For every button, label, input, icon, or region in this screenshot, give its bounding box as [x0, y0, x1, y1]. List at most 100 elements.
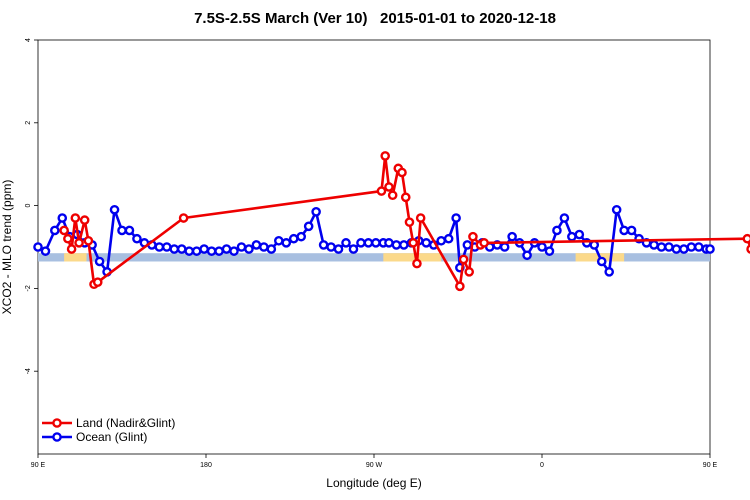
x-tick-label: 90 E	[703, 462, 718, 469]
ocean-data-point	[604, 267, 615, 277]
land-data-point	[742, 233, 750, 244]
ocean-data-point	[191, 246, 202, 256]
ocean-data-point	[611, 204, 622, 215]
ocean-data-point	[421, 238, 432, 248]
ocean-data-point	[33, 242, 43, 252]
ocean-data-point	[596, 256, 607, 267]
ocean-data-point	[296, 231, 307, 242]
ocean-data-point	[391, 240, 402, 250]
y-tick-label: 2	[25, 121, 32, 125]
ocean-data-point	[266, 244, 277, 254]
land-data-point	[479, 238, 489, 248]
series-layer	[33, 151, 750, 292]
ocean-data-point	[288, 233, 299, 244]
ocean-data-point	[664, 242, 674, 252]
ocean-data-point	[348, 244, 359, 254]
chart-title: 7.5S-2.5S March (Ver 10) 2015-01-01 to 2…	[194, 10, 556, 27]
ocean-data-point	[507, 231, 517, 242]
land-data-point	[387, 190, 398, 201]
ocean-data-point	[462, 240, 473, 250]
y-tick-label: 4	[25, 38, 32, 42]
x-axis-label: Longitude (deg E)	[326, 476, 421, 490]
land-data-point	[74, 238, 84, 248]
ocean-data-point	[451, 213, 461, 223]
land-data-point	[415, 213, 426, 223]
land-data-point	[63, 233, 73, 244]
ocean-data-point	[574, 229, 585, 240]
ocean-data-point	[199, 244, 209, 254]
ocean-data-point	[537, 242, 547, 252]
ocean-data-point	[656, 242, 667, 252]
ocean-data-point	[229, 246, 239, 256]
legend-land-label: Land (Nadir&Glint)	[76, 416, 175, 430]
ocean-data-point	[333, 244, 344, 254]
ocean-data-point	[184, 246, 194, 256]
ocean-data-point	[567, 231, 577, 242]
y-tick-label: -2	[25, 285, 32, 291]
ocean-data-point	[686, 242, 697, 252]
ocean-data-point	[363, 238, 374, 248]
ocean-data-point	[679, 244, 689, 254]
ocean-data-point	[384, 238, 394, 248]
ocean-data-point	[626, 225, 637, 236]
land-data-point	[464, 267, 475, 277]
land-data-point	[458, 254, 469, 265]
ocean-data-point	[311, 207, 321, 217]
land-data-point	[397, 167, 407, 178]
ocean-data-point	[161, 242, 172, 252]
land-data-point	[468, 231, 478, 242]
ocean-data-point	[40, 246, 51, 256]
ocean-data-point	[214, 246, 224, 256]
y-tick-label: -4	[25, 368, 32, 374]
ocean-data-point	[443, 233, 454, 244]
ocean-data-point	[552, 225, 562, 236]
y-tick-label: 0	[25, 204, 32, 208]
ocean-data-point	[356, 238, 366, 248]
y-axis-label: XCO2 - MLO trend (ppm)	[0, 180, 14, 315]
ocean-data-point	[251, 240, 262, 250]
land-data-point	[400, 192, 411, 203]
ocean-data-point	[371, 238, 381, 248]
ocean-data-point	[522, 250, 532, 261]
ocean-data-point	[132, 233, 142, 244]
ocean-data-point	[169, 244, 180, 254]
land-data-point	[380, 151, 391, 161]
ocean-data-point	[671, 244, 682, 254]
ocean-data-point	[117, 225, 127, 236]
ocean-data-point	[694, 242, 704, 252]
ocean-data-point	[154, 242, 165, 252]
land-data-point	[404, 217, 415, 227]
ocean-data-point	[94, 256, 105, 267]
ocean-data-point	[499, 242, 510, 252]
ocean-data-point	[281, 238, 292, 248]
land-band-segment	[64, 253, 87, 262]
legend: Land (Nadir&Glint)Ocean (Glint)	[42, 416, 175, 444]
ocean-data-point	[57, 213, 68, 223]
ocean-data-point	[705, 244, 715, 254]
ocean-data-point	[619, 225, 629, 236]
ocean-data-point	[326, 242, 336, 252]
ocean-data-point	[559, 213, 570, 223]
x-tick-label: 90 E	[31, 462, 46, 469]
ocean-data-point	[206, 246, 217, 256]
land-band-segment	[383, 253, 442, 262]
ocean-data-point	[399, 240, 409, 250]
land-data-point	[83, 235, 94, 246]
land-data-point	[746, 244, 750, 254]
ocean-data-point	[273, 235, 284, 246]
ocean-data-point	[109, 204, 120, 215]
legend-land-marker	[52, 418, 62, 428]
land-data-point	[455, 281, 465, 292]
ocean-data-point	[436, 235, 447, 246]
ocean-data-point	[50, 225, 60, 236]
land-data-point	[408, 238, 419, 248]
ocean-data-point	[544, 246, 555, 256]
land-data-point	[66, 244, 77, 254]
ocean-data-point	[176, 244, 187, 254]
x-tick-label: 90 W	[366, 462, 383, 469]
land-data-point	[412, 258, 422, 269]
x-tick-label: 180	[200, 462, 212, 469]
legend-ocean-marker	[52, 432, 62, 442]
ocean-data-point	[649, 240, 659, 250]
